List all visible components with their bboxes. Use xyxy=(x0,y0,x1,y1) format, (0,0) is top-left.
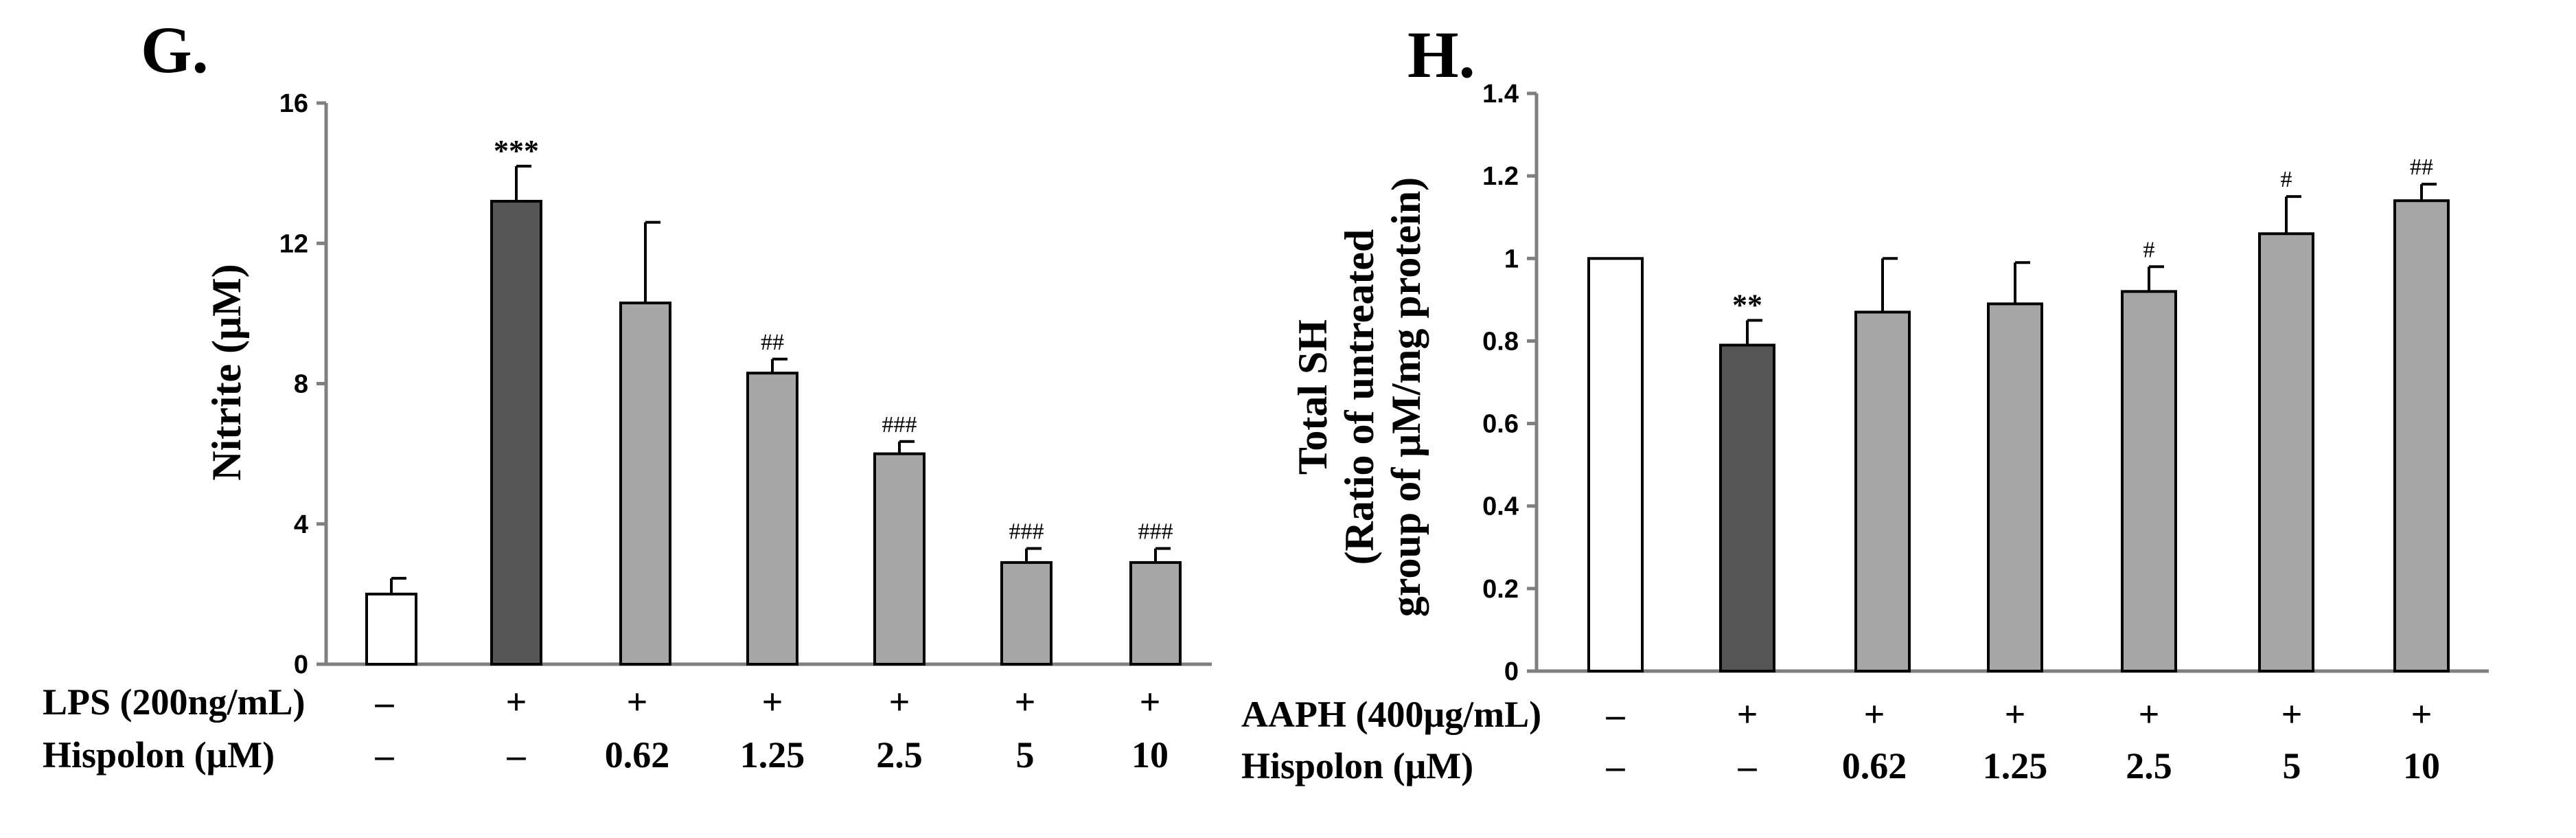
y-axis-title-line: Total SH xyxy=(1290,319,1335,475)
condition-value: 10 xyxy=(1131,734,1169,775)
condition-value: – xyxy=(375,681,395,723)
condition-value: – xyxy=(1606,694,1626,735)
y-tick-label: 4 xyxy=(294,510,308,539)
bar xyxy=(490,199,542,666)
condition-value: + xyxy=(506,681,527,723)
condition-value: + xyxy=(2139,694,2160,735)
bar xyxy=(2393,199,2450,672)
condition-value: + xyxy=(889,681,910,723)
condition-value: 2.5 xyxy=(2126,745,2172,786)
bar xyxy=(365,592,417,666)
condition-value: 10 xyxy=(2403,745,2440,786)
chart-h: H. 0 0.2 0.4 0.6 0.8 1 1.2 1.4 Total SH (Ratio of … xyxy=(1241,18,2489,786)
bar xyxy=(1129,560,1182,666)
significance-label: # xyxy=(2281,167,2292,192)
y-axis-title-line: (Ratio of untreated xyxy=(1337,229,1382,565)
significance-label: ### xyxy=(882,412,917,438)
condition-value: + xyxy=(2411,694,2433,735)
bar xyxy=(619,302,671,666)
condition-value: 1.25 xyxy=(1983,745,2048,786)
y-tick-label: 0 xyxy=(1504,657,1519,686)
y-tick-label: 1.2 xyxy=(1482,162,1519,191)
significance-label: ## xyxy=(2410,155,2433,180)
condition-value: 0.62 xyxy=(605,734,670,775)
panel-label: G. xyxy=(141,13,209,87)
significance-label: ### xyxy=(1009,519,1044,544)
y-tick-label: 0.2 xyxy=(1482,575,1519,604)
y-tick-label: 1 xyxy=(1504,245,1519,273)
significance-label: # xyxy=(2143,237,2155,262)
bar xyxy=(1987,302,2043,673)
significance-label: ## xyxy=(761,330,784,355)
condition-value: + xyxy=(1140,681,1161,723)
y-tick-label: 0 xyxy=(294,650,308,679)
condition-label: AAPH (400μg/mL) xyxy=(1241,694,1541,735)
condition-value: + xyxy=(2281,694,2303,735)
bar xyxy=(746,372,798,666)
y-tick-label: 0.4 xyxy=(1482,492,1519,521)
bar xyxy=(2121,290,2177,673)
condition-value: 5 xyxy=(1016,734,1035,775)
y-tick-label: 0.8 xyxy=(1482,327,1519,356)
condition-label: Hispolon (μM) xyxy=(1241,745,1473,786)
bar xyxy=(1719,343,1775,672)
condition-value: 2.5 xyxy=(876,734,923,775)
y-tick-label: 16 xyxy=(279,89,308,118)
bar xyxy=(1000,560,1053,666)
bar xyxy=(873,452,925,666)
condition-value: + xyxy=(627,681,648,723)
condition-value: 5 xyxy=(2283,745,2301,786)
condition-value: 0.62 xyxy=(1842,745,1907,786)
condition-value: – xyxy=(1738,745,1758,786)
panel-label: H. xyxy=(1407,18,1475,91)
condition-value: 1.25 xyxy=(740,734,805,775)
bar xyxy=(2258,232,2314,672)
significance-label: ### xyxy=(1138,519,1173,544)
y-tick-label: 0.6 xyxy=(1482,410,1519,439)
significance-label: *** xyxy=(494,134,539,168)
condition-value: + xyxy=(1015,681,1036,723)
condition-value: – xyxy=(507,734,527,775)
condition-value: + xyxy=(1864,694,1885,735)
condition-label: LPS (200ng/mL) xyxy=(43,681,306,723)
condition-label: Hispolon (μM) xyxy=(43,734,275,775)
y-axis-title-line: group of μM/mg protein) xyxy=(1383,177,1429,617)
significance-label: ** xyxy=(1732,288,1762,321)
y-tick-label: 12 xyxy=(279,229,308,258)
condition-value: – xyxy=(1606,745,1626,786)
condition-value: + xyxy=(2005,694,2026,735)
bar xyxy=(1587,257,1644,672)
condition-value: + xyxy=(762,681,783,723)
condition-value: – xyxy=(375,734,395,775)
y-tick-label: 1.4 xyxy=(1482,80,1519,109)
y-axis-title: Nitrite (μM) xyxy=(204,264,249,481)
condition-value: + xyxy=(1737,694,1758,735)
y-tick-label: 8 xyxy=(294,370,308,399)
bar xyxy=(1854,310,1911,672)
